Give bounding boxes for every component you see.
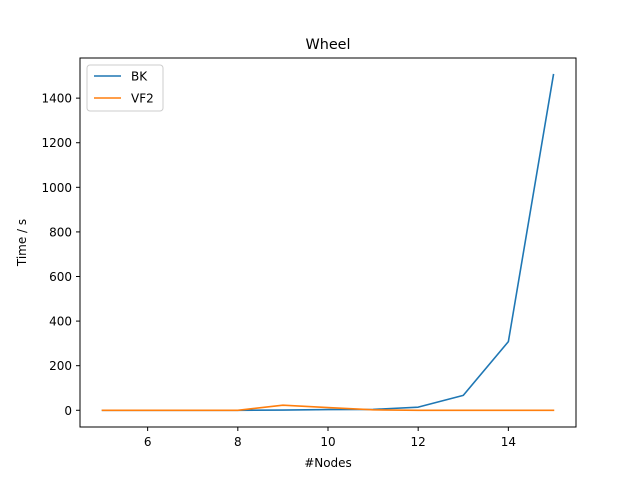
legend-label-vf2: VF2 (131, 92, 154, 106)
series-line-vf2 (101, 404, 555, 412)
y-tick-label: 400 (49, 315, 72, 329)
x-tick-label: 14 (501, 435, 516, 449)
y-tick-label: 0 (64, 404, 72, 418)
x-axis-label: #Nodes (304, 456, 352, 470)
x-tick-label: 6 (144, 435, 152, 449)
y-tick-label: 1400 (41, 92, 72, 106)
y-tick-label: 800 (49, 225, 72, 239)
x-tick-label: 10 (320, 435, 335, 449)
y-tick-label: 1000 (41, 181, 72, 195)
y-tick-label: 200 (49, 359, 72, 373)
y-tick-label: 600 (49, 270, 72, 284)
y-axis-ticks: 0 200 400 600 800 1000 1200 1400 (41, 92, 80, 418)
series-line-bk (101, 73, 555, 412)
plot-area (101, 73, 555, 412)
x-axis-ticks: 6 8 10 12 14 (144, 427, 516, 449)
axes-frame (79, 57, 577, 428)
y-tick-label: 1200 (41, 136, 72, 150)
chart-title: Wheel (305, 37, 350, 53)
legend: BK VF2 (86, 64, 164, 112)
legend-label-bk: BK (131, 70, 148, 84)
x-tick-label: 8 (234, 435, 242, 449)
x-tick-label: 12 (411, 435, 426, 449)
y-axis-label: Time / s (15, 219, 29, 267)
